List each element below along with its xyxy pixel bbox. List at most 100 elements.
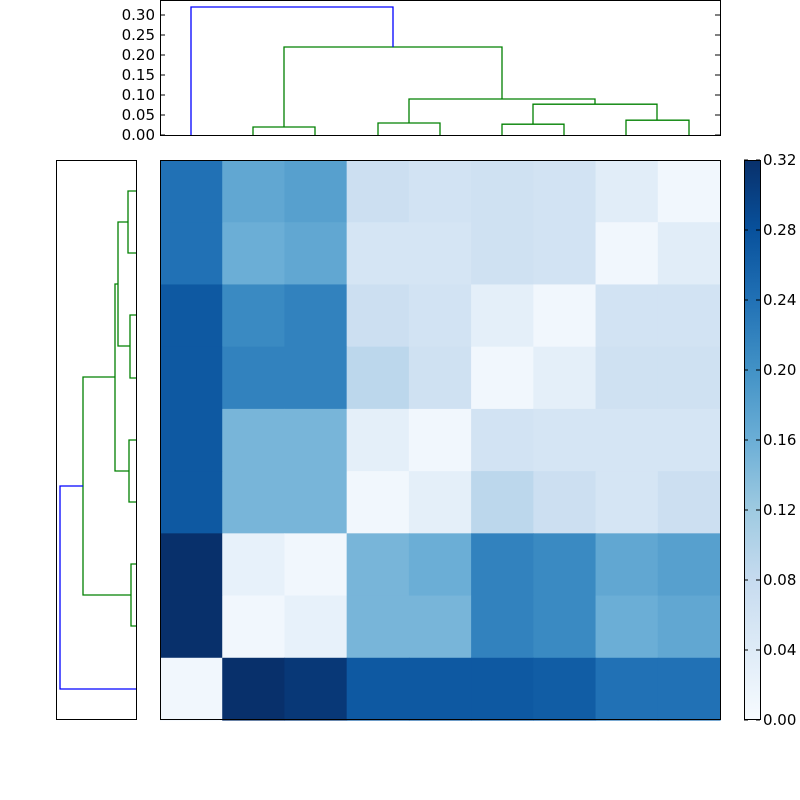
y-tick-label: 0.20	[122, 46, 155, 64]
heatmap-cell	[160, 657, 223, 721]
left-dendrogram	[59, 190, 136, 690]
heatmap-cell	[471, 346, 534, 410]
heatmap-cell	[160, 533, 223, 597]
heatmap-cell	[657, 284, 721, 348]
heatmap-cell	[284, 284, 348, 348]
colorbar-tick-label: 0.32	[763, 151, 796, 169]
heatmap-cell	[533, 595, 597, 659]
heatmap-cell	[657, 222, 721, 286]
heatmap-cell	[284, 533, 348, 597]
colorbar-tick-label: 0.28	[763, 221, 796, 239]
heatmap-cell	[346, 160, 410, 223]
heatmap-cell	[346, 346, 410, 410]
heatmap-cell	[533, 471, 597, 534]
heatmap-cell	[284, 471, 348, 534]
heatmap-cell	[471, 408, 534, 472]
heatmap-cell	[595, 160, 659, 223]
heatmap-cell	[284, 160, 348, 223]
top-dendrogram-y-axis: 0.00 0.05 0.10 0.15 0.20 0.25 0.30	[122, 6, 720, 144]
heatmap-cell	[595, 284, 659, 348]
heatmap-cell	[284, 346, 348, 410]
heatmap-cell	[471, 222, 534, 286]
heatmap-cell	[657, 471, 721, 534]
heatmap-cell	[595, 595, 659, 659]
top-dendrogram-frame	[160, 0, 721, 136]
heatmap-cell	[346, 284, 410, 348]
heatmap-cell	[408, 284, 472, 348]
heatmap-cell	[595, 346, 659, 410]
colorbar-tick-label: 0.24	[763, 291, 796, 309]
heatmap-cell	[471, 284, 534, 348]
heatmap-cell	[533, 533, 597, 597]
dendrogram-link	[128, 439, 136, 503]
heatmap-cell	[595, 408, 659, 472]
heatmap-cell	[595, 471, 659, 534]
y-tick-label: 0.15	[122, 66, 155, 84]
heatmap-cell	[657, 657, 721, 721]
heatmap-cell	[222, 222, 286, 286]
dendrogram-link	[377, 122, 441, 135]
heatmap-cell	[533, 160, 597, 223]
heatmap-cell	[657, 408, 721, 472]
dendrogram-link	[532, 103, 658, 125]
heatmap-cell	[160, 160, 223, 223]
y-tick-label: 0.10	[122, 86, 155, 104]
heatmap-cell	[284, 222, 348, 286]
heatmap-cell	[657, 533, 721, 597]
heatmap-cell	[160, 471, 223, 534]
dendrogram-link	[283, 46, 503, 127]
heatmap-cell	[657, 595, 721, 659]
dendrogram-link	[408, 98, 596, 123]
top-dendrogram	[190, 6, 690, 135]
heatmap-cell	[222, 284, 286, 348]
heatmap-cell	[471, 471, 534, 534]
heatmap-cell	[408, 595, 472, 659]
heatmap-cell	[471, 533, 534, 597]
dendrogram-link	[190, 6, 394, 135]
heatmap-cell	[346, 471, 410, 534]
heatmap-cell	[222, 595, 286, 659]
colorbar-tick-label: 0.08	[763, 571, 796, 589]
dendrogram-link	[82, 376, 131, 596]
heatmap-cell	[595, 222, 659, 286]
heatmap-cell	[595, 533, 659, 597]
heatmap-cell	[284, 408, 348, 472]
y-tick-label: 0.30	[122, 6, 155, 24]
heatmap-cell	[657, 346, 721, 410]
y-tick-label: 0.25	[122, 26, 155, 44]
heatmap-cell	[595, 657, 659, 721]
dendrogram-link	[127, 190, 136, 254]
heatmap-frame	[160, 160, 721, 720]
colorbar-axis: 0.00 0.04 0.08 0.12 0.16 0.20 0.24 0.28 0.32	[744, 151, 796, 729]
heatmap-cell	[408, 657, 472, 721]
heatmap-cell	[346, 657, 410, 721]
y-tick-label: 0.00	[122, 126, 155, 144]
heatmap-cell	[346, 595, 410, 659]
heatmap-cell	[160, 284, 223, 348]
heatmap-cell	[471, 595, 534, 659]
heatmap-cell	[346, 222, 410, 286]
heatmap-cell	[222, 408, 286, 472]
heatmap-cell	[533, 408, 597, 472]
heatmap-cell	[471, 160, 534, 223]
left-dendrogram-frame	[56, 160, 137, 720]
heatmap	[160, 160, 721, 721]
heatmap-cell	[160, 222, 223, 286]
heatmap-cell	[222, 533, 286, 597]
heatmap-cell	[533, 346, 597, 410]
heatmap-cell	[222, 471, 286, 534]
heatmap-cell	[222, 160, 286, 223]
colorbar-tick-label: 0.16	[763, 431, 796, 449]
heatmap-cell	[408, 160, 472, 223]
dendrogram-link	[625, 119, 690, 135]
colorbar-tick-label: 0.20	[763, 361, 796, 379]
y-tick-label: 0.05	[122, 106, 155, 124]
colorbar-tick-label: 0.04	[763, 641, 796, 659]
heatmap-cell	[471, 657, 534, 721]
colorbar-tick-label: 0.00	[763, 711, 796, 729]
dendrogram-link	[130, 563, 136, 627]
heatmap-cell	[657, 160, 721, 223]
heatmap-cell	[408, 408, 472, 472]
heatmap-cell	[408, 222, 472, 286]
